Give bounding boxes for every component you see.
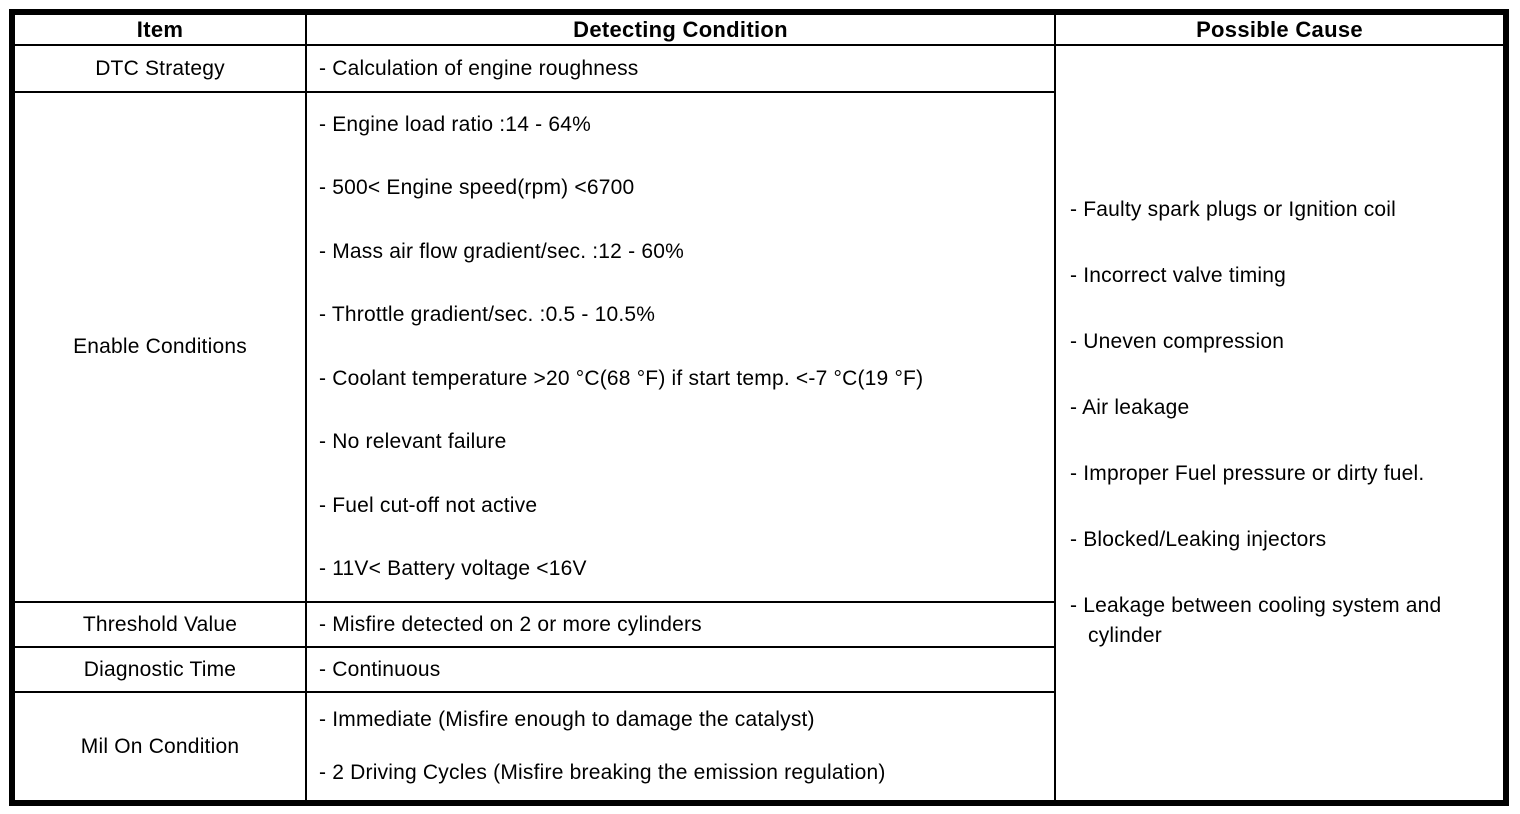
possible-cause-item: - Blocked/Leaking injectors: [1070, 528, 1327, 551]
row-label-dtc-strategy: DTC Strategy: [15, 46, 307, 93]
possible-cause-item: - Leakage between cooling system and cyl…: [1070, 594, 1442, 647]
possible-cause-item: - Improper Fuel pressure or dirty fuel.: [1070, 462, 1425, 485]
row-label-diagnostic-time: Diagnostic Time: [15, 648, 307, 693]
possible-cause-item: - Uneven compression: [1070, 330, 1285, 353]
condition-text: - Fuel cut-off not active: [319, 493, 538, 517]
row-label-enable-conditions: Enable Conditions: [15, 93, 307, 603]
threshold-value-conditions-cell: - Misfire detected on 2 or more cylinder…: [307, 603, 1056, 648]
row-label-threshold-value: Threshold Value: [15, 603, 307, 648]
diagnostic-time-conditions-cell: - Continuous: [307, 648, 1056, 693]
condition-text: - Engine load ratio :14 - 64%: [319, 112, 591, 136]
dtc-strategy-conditions-cell: - Calculation of engine roughness: [307, 46, 1056, 93]
condition-text: - Coolant temperature >20 °C(68 °F) if s…: [319, 366, 924, 390]
possible-cause-cell: - Faulty spark plugs or Ignition coil - …: [1056, 46, 1503, 800]
condition-text: - Misfire detected on 2 or more cylinder…: [319, 612, 702, 636]
dtc-diagnostic-table: Item Detecting Condition Possible Cause …: [9, 9, 1509, 806]
condition-text: - Continuous: [319, 657, 441, 681]
condition-text: - 2 Driving Cycles (Misfire breaking the…: [319, 761, 886, 785]
possible-cause-item: - Incorrect valve timing: [1070, 264, 1287, 287]
column-header-item: Item: [15, 15, 307, 46]
column-header-detecting-condition: Detecting Condition: [307, 15, 1056, 46]
row-label-mil-on-condition: Mil On Condition: [15, 693, 307, 800]
enable-conditions-cell: - Engine load ratio :14 - 64% - 500< Eng…: [307, 93, 1056, 603]
condition-text: - Calculation of engine roughness: [319, 56, 639, 80]
condition-text: - Throttle gradient/sec. :0.5 - 10.5%: [319, 303, 656, 327]
column-header-possible-cause: Possible Cause: [1056, 15, 1503, 46]
condition-text: - 11V< Battery voltage <16V: [319, 557, 587, 581]
possible-cause-item: - Faulty spark plugs or Ignition coil: [1070, 198, 1397, 221]
possible-cause-item: - Air leakage: [1070, 396, 1190, 419]
condition-text: - No relevant failure: [319, 430, 507, 454]
mil-on-condition-conditions-cell: - Immediate (Misfire enough to damage th…: [307, 693, 1056, 800]
condition-text: - Mass air flow gradient/sec. :12 - 60%: [319, 239, 684, 263]
condition-text: - 500< Engine speed(rpm) <6700: [319, 176, 635, 200]
condition-text: - Immediate (Misfire enough to damage th…: [319, 707, 815, 731]
